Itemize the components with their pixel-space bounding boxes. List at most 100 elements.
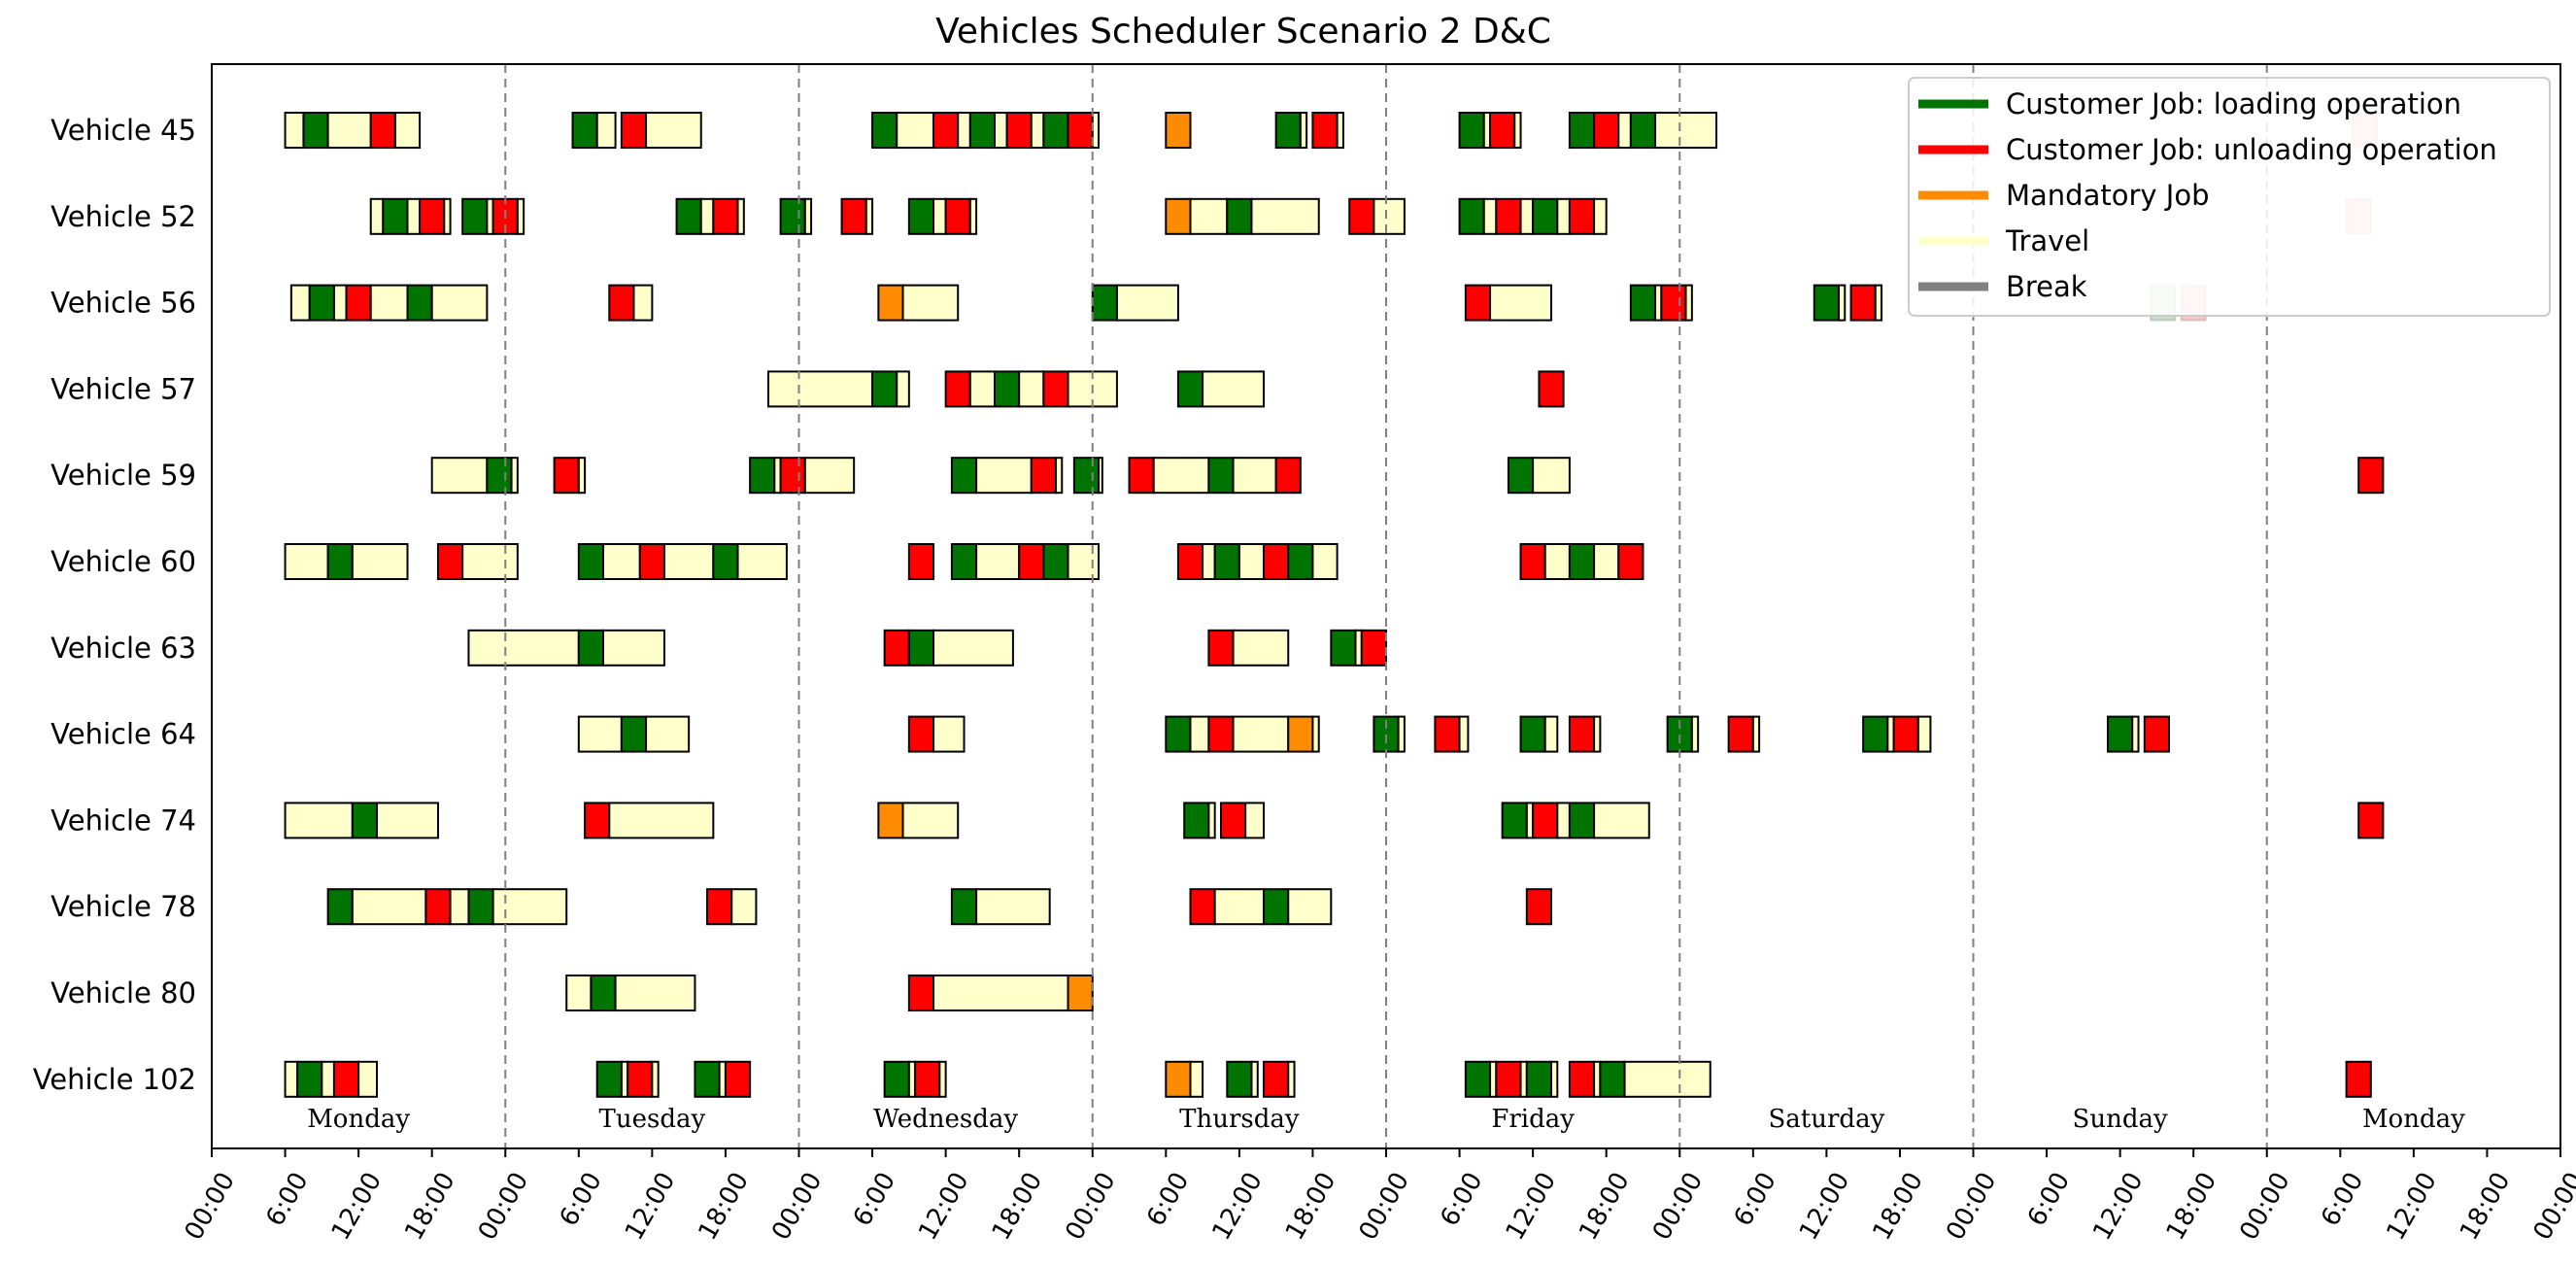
loading-bar [712, 543, 739, 580]
travel-bar [1237, 543, 1266, 580]
vehicle-label: Vehicle 63 [51, 632, 196, 665]
travel-bar [651, 1060, 660, 1098]
travel-bar [938, 1060, 947, 1098]
travel-bar [608, 802, 715, 839]
legend-label: Mandatory Job [2006, 179, 2209, 212]
loading-bar [1165, 715, 1192, 753]
x-tick-label: 00:00 [2528, 1168, 2576, 1246]
unloading-bar [840, 197, 867, 235]
travel-bar [975, 543, 1021, 580]
mandatory-job-bar [1165, 1060, 1192, 1098]
travel-bar [510, 457, 519, 495]
travel-bar [1593, 197, 1608, 235]
unloading-bar [2357, 802, 2385, 839]
loading-bar [779, 197, 806, 235]
travel-bar [1202, 370, 1266, 408]
loading-bar [620, 715, 648, 753]
travel-bar [1232, 715, 1290, 753]
travel-bar [461, 543, 519, 580]
unloading-bar [1067, 112, 1094, 149]
travel-bar [1593, 715, 1602, 753]
unloading-bar [1568, 715, 1596, 753]
mandatory-job-bar [877, 284, 904, 322]
plot-frame [211, 63, 2561, 1149]
travel-bar [284, 1060, 299, 1098]
loading-bar [1330, 629, 1357, 667]
unloading-bar [1018, 543, 1045, 580]
vehicle-label: Vehicle 80 [51, 976, 196, 1009]
travel-bar [632, 284, 654, 322]
x-tick-label: 00:00 [1060, 1168, 1121, 1246]
travel-bar [351, 888, 427, 926]
loading-bar [1458, 112, 1485, 149]
loading-bar [2107, 715, 2134, 753]
loading-bar [994, 370, 1021, 408]
day-labels: Monday Tuesday Wednesday Thursday Friday Satu… [307, 1105, 2465, 1134]
travel-bar [1244, 802, 1266, 839]
unloading-bar [779, 457, 806, 495]
loading-bar [694, 1060, 721, 1098]
travel-bar [406, 197, 422, 235]
legend-label: Customer Job: unloading operation [2006, 133, 2497, 166]
x-tick-label: 6:00 [2316, 1168, 2369, 1232]
loading-bar [571, 112, 598, 149]
travel-bar [1482, 197, 1498, 235]
loading-bar [308, 284, 335, 322]
loading-bar [749, 457, 776, 495]
unloading-bar [907, 715, 935, 753]
travel-bar [577, 457, 587, 495]
travel-bar [1030, 112, 1045, 149]
loading-bar [1183, 802, 1210, 839]
travel-bar [767, 370, 874, 408]
day-label: Wednesday [873, 1105, 1018, 1134]
unloading-bar [1005, 112, 1033, 149]
travel-bar [1213, 888, 1266, 926]
unloading-bar [1360, 629, 1387, 667]
unloading-bar [369, 112, 396, 149]
loading-bar [1213, 543, 1240, 580]
loading-bar [1507, 457, 1535, 495]
loading-bar [871, 370, 898, 408]
travel-bar [1152, 457, 1210, 495]
loading-bar [968, 112, 996, 149]
travel-bar [975, 888, 1051, 926]
unloading-bar [1538, 370, 1565, 408]
unloading-bar [638, 543, 665, 580]
chart-title: Vehicles Scheduler Scenario 2 D&C [935, 12, 1551, 51]
travel-bar [284, 543, 329, 580]
travel-bar [932, 197, 947, 235]
travel-bar [932, 629, 1014, 667]
travel-bar [736, 543, 788, 580]
travel-bar [1532, 457, 1571, 495]
x-tick-label: 6:00 [848, 1168, 901, 1232]
x-tick-label: 00:00 [766, 1168, 828, 1246]
unloading-bar [712, 197, 739, 235]
travel-bar [975, 457, 1033, 495]
x-tick-label: 18:00 [399, 1168, 460, 1246]
unloading-bar [706, 888, 733, 926]
loading-bar [1568, 112, 1596, 149]
loading-bar [1274, 112, 1302, 149]
loading-bar [675, 197, 702, 235]
travel-bar [595, 112, 617, 149]
unloading-bar [436, 543, 464, 580]
unloading-bar [1263, 543, 1290, 580]
travel-bar [1593, 543, 1620, 580]
travel-bar [901, 284, 960, 322]
travel-bar [284, 112, 305, 149]
unloading-bar [1495, 1060, 1522, 1098]
loading-bar [577, 629, 604, 667]
unloading-bar [1532, 802, 1559, 839]
x-tick-label: 00:00 [1354, 1168, 1415, 1246]
travel-bar [1684, 284, 1693, 322]
x-tick-label: 00:00 [180, 1168, 241, 1246]
loading-bar [883, 1060, 910, 1098]
travel-bar [357, 1060, 379, 1098]
unloading-bar [1568, 1060, 1596, 1098]
x-tick-label: 18:00 [693, 1168, 754, 1246]
travel-bar [369, 284, 409, 322]
vehicle-label: Vehicle 60 [51, 545, 196, 578]
x-tick-label: 12:00 [1206, 1168, 1268, 1246]
unloading-bar [1348, 197, 1375, 235]
loading-bar [1629, 284, 1657, 322]
